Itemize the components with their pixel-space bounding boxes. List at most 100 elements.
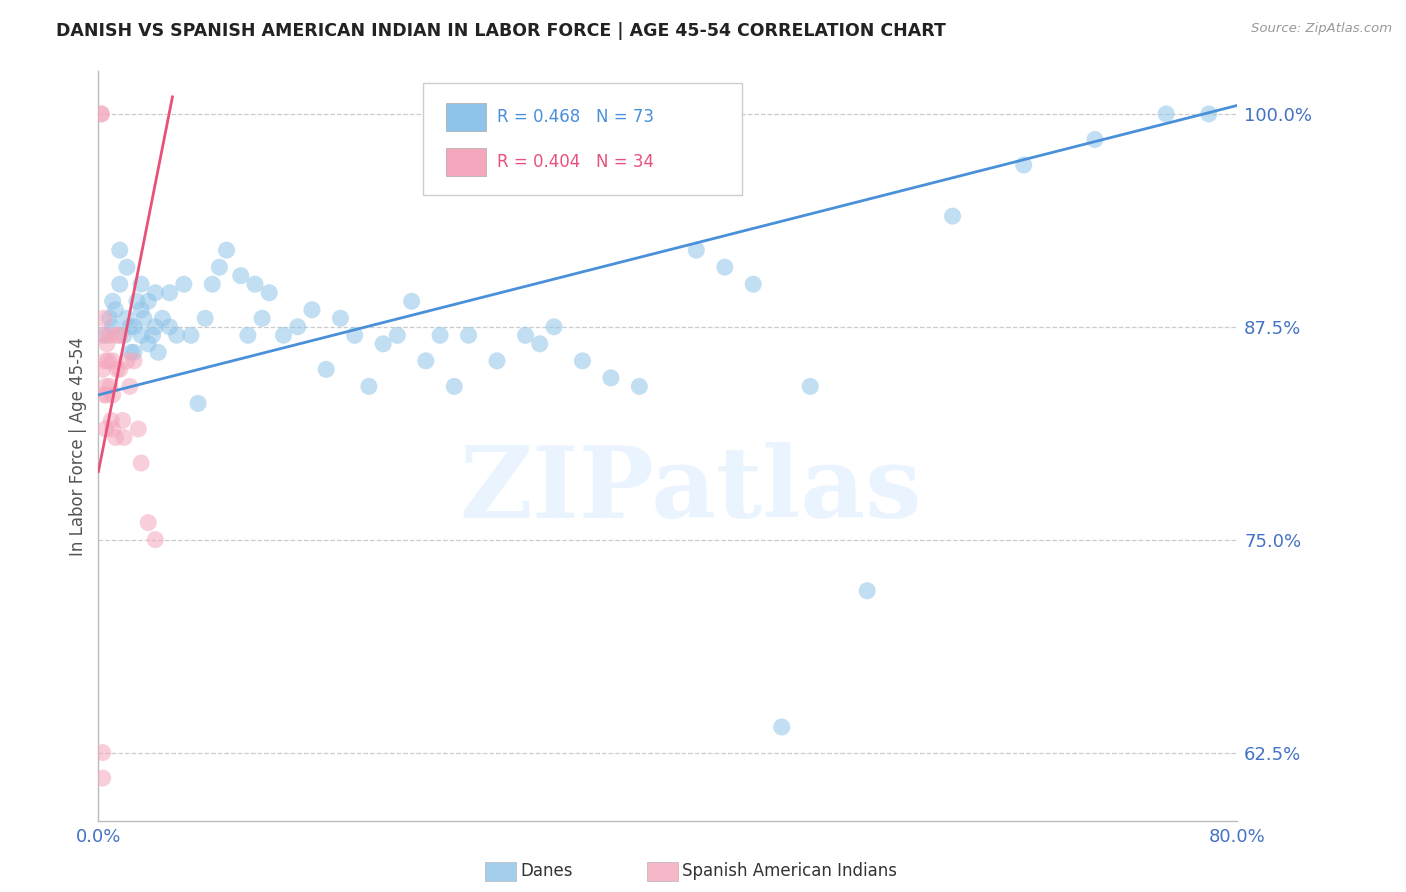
Point: [122, 354, 145, 368]
Point: [132, 311, 155, 326]
Point: [315, 362, 337, 376]
Point: [136, 516, 159, 530]
Point: [145, 319, 167, 334]
Point: [628, 379, 651, 393]
Point: [101, 422, 124, 436]
Point: [1198, 107, 1220, 121]
Point: [98, 328, 121, 343]
Point: [600, 371, 623, 385]
Point: [94, 328, 117, 343]
Point: [148, 345, 170, 359]
Point: [429, 328, 451, 343]
Point: [515, 328, 537, 343]
Point: [125, 294, 148, 309]
Point: [101, 319, 124, 334]
Point: [229, 268, 252, 283]
Point: [122, 345, 145, 359]
Point: [101, 388, 124, 402]
Point: [152, 311, 174, 326]
Point: [236, 328, 259, 343]
Point: [94, 379, 117, 393]
Point: [357, 379, 380, 393]
Point: [104, 302, 127, 317]
Point: [129, 277, 152, 292]
FancyBboxPatch shape: [423, 83, 742, 195]
Point: [136, 336, 159, 351]
Point: [856, 583, 879, 598]
Point: [90, 107, 112, 121]
Point: [1084, 132, 1107, 146]
Point: [118, 379, 141, 393]
Point: [108, 328, 131, 343]
Point: [799, 379, 821, 393]
Point: [685, 243, 707, 257]
Point: [145, 285, 167, 300]
Point: [215, 243, 238, 257]
Point: [112, 430, 135, 444]
Point: [118, 319, 141, 334]
Point: [115, 311, 138, 326]
Point: [529, 336, 551, 351]
Text: R = 0.404   N = 34: R = 0.404 N = 34: [498, 153, 654, 171]
Point: [571, 354, 593, 368]
Point: [112, 328, 135, 343]
Point: [93, 388, 115, 402]
Point: [105, 362, 128, 376]
Point: [129, 456, 152, 470]
Point: [714, 260, 737, 275]
Point: [343, 328, 366, 343]
Point: [94, 422, 117, 436]
Text: Spanish American Indians: Spanish American Indians: [682, 863, 897, 880]
Point: [108, 277, 131, 292]
Point: [415, 354, 437, 368]
Point: [120, 345, 142, 359]
Point: [401, 294, 423, 309]
Point: [111, 413, 134, 427]
Point: [91, 362, 114, 376]
Point: [98, 311, 121, 326]
Text: Danes: Danes: [520, 863, 572, 880]
Point: [97, 354, 120, 368]
Point: [108, 362, 131, 376]
Point: [243, 277, 266, 292]
Point: [1012, 158, 1035, 172]
Text: Source: ZipAtlas.com: Source: ZipAtlas.com: [1251, 22, 1392, 36]
Text: ZIPatlas: ZIPatlas: [460, 442, 922, 540]
Point: [443, 379, 465, 393]
Point: [194, 311, 217, 326]
Point: [159, 285, 181, 300]
Point: [122, 319, 145, 334]
Point: [115, 260, 138, 275]
Point: [115, 354, 138, 368]
Point: [101, 294, 124, 309]
Point: [93, 311, 115, 326]
Point: [942, 209, 965, 223]
Point: [250, 311, 273, 326]
Point: [457, 328, 479, 343]
Point: [145, 533, 167, 547]
Point: [387, 328, 409, 343]
Point: [373, 336, 395, 351]
Bar: [446, 148, 485, 177]
Point: [259, 285, 281, 300]
Text: R = 0.468   N = 73: R = 0.468 N = 73: [498, 108, 654, 126]
Point: [166, 328, 188, 343]
Point: [173, 277, 195, 292]
Point: [1154, 107, 1177, 121]
Point: [94, 354, 117, 368]
Point: [100, 413, 122, 427]
Point: [201, 277, 224, 292]
Point: [127, 422, 149, 436]
Point: [91, 328, 114, 343]
Point: [742, 277, 765, 292]
Point: [98, 379, 121, 393]
Point: [770, 720, 793, 734]
Point: [136, 294, 159, 309]
Point: [141, 328, 163, 343]
Point: [96, 388, 118, 402]
Point: [187, 396, 209, 410]
Point: [129, 328, 152, 343]
Point: [91, 746, 114, 760]
Text: DANISH VS SPANISH AMERICAN INDIAN IN LABOR FORCE | AGE 45-54 CORRELATION CHART: DANISH VS SPANISH AMERICAN INDIAN IN LAB…: [56, 22, 946, 40]
Point: [105, 328, 128, 343]
